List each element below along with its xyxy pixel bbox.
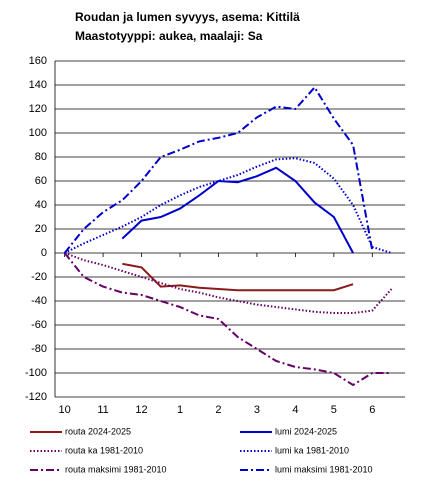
legend-label: lumi ka 1981-2010	[275, 445, 349, 455]
series-line	[63, 252, 392, 387]
x-tick-label: 3	[254, 404, 260, 416]
x-tick-label: 4	[292, 404, 298, 416]
y-tick-label: 160	[29, 55, 47, 67]
y-tick-label: -40	[31, 295, 47, 307]
legend-label: routa ka 1981-2010	[65, 445, 143, 455]
series-line	[121, 166, 354, 254]
chart-subtitle: Maastotyyppi: aukea, maalaji: Sa	[75, 29, 263, 43]
x-tick-label: 11	[97, 404, 108, 416]
x-tick-label: 5	[331, 404, 337, 416]
x-tick-label: 10	[58, 404, 70, 416]
x-tick-label: 1	[177, 404, 183, 416]
legend-label: routa 2024-2025	[65, 426, 131, 436]
y-tick-label: 140	[29, 79, 47, 91]
series-line	[64, 252, 393, 314]
legend-label: lumi 2024-2025	[275, 426, 337, 436]
y-tick-label: -60	[31, 319, 47, 331]
x-tick-label: 2	[215, 404, 221, 416]
y-tick-label: 20	[35, 223, 47, 235]
x-tick-label: 12	[135, 404, 147, 416]
series-line	[63, 85, 374, 254]
series-line	[122, 262, 354, 292]
y-tick-label: 100	[29, 127, 47, 139]
y-tick-label: -100	[25, 367, 47, 379]
y-tick-label: -80	[31, 343, 47, 355]
y-tick-label: -120	[25, 391, 47, 403]
y-tick-label: 40	[35, 199, 47, 211]
x-tick-label: 6	[369, 404, 375, 416]
y-tick-label: 80	[35, 151, 47, 163]
chart-title: Roudan ja lumen syvyys, asema: Kittilä	[75, 10, 300, 24]
y-tick-label: -20	[31, 271, 47, 283]
legend-label: routa maksimi 1981-2010	[65, 464, 167, 474]
y-tick-label: 60	[35, 175, 47, 187]
y-tick-label: 0	[41, 247, 47, 259]
y-tick-label: 120	[29, 103, 47, 115]
series-line	[64, 157, 392, 254]
legend-label: lumi maksimi 1981-2010	[275, 464, 373, 474]
